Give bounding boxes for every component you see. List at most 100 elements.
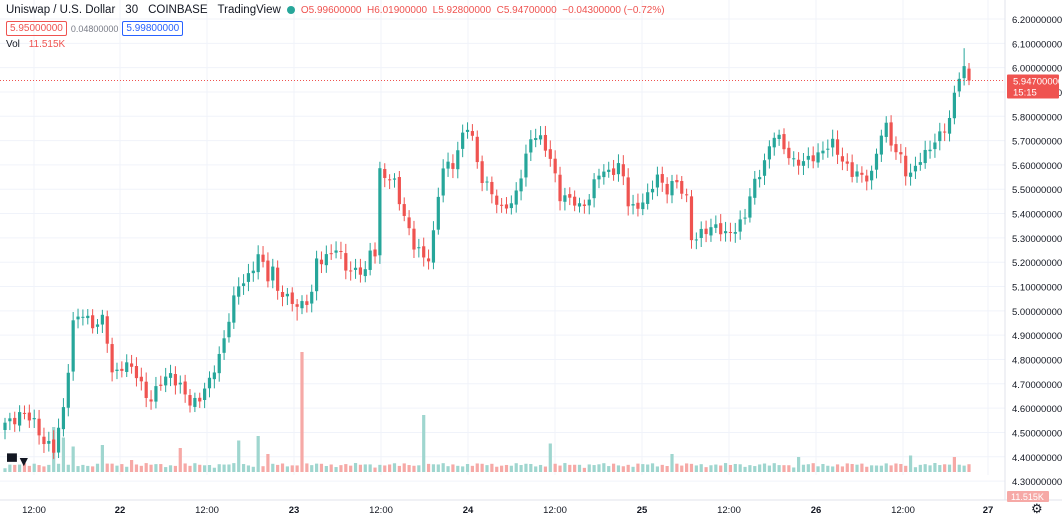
- candle-body: [37, 418, 41, 436]
- candle-body: [904, 155, 908, 177]
- volume-bar: [412, 465, 416, 472]
- volume-bar: [237, 440, 241, 472]
- candle-body: [694, 239, 698, 241]
- candle-body: [865, 175, 869, 182]
- volume-bar: [738, 464, 742, 472]
- y-tick-label: 5.10000000: [1012, 283, 1062, 294]
- candle-body: [212, 372, 216, 380]
- volume-bar: [203, 465, 207, 472]
- last-volume-tag: [1007, 491, 1049, 502]
- candle-body: [188, 395, 192, 406]
- open-value: O5.99600000: [300, 4, 362, 16]
- volume-bar: [553, 463, 557, 472]
- candle-body: [748, 196, 752, 218]
- candle-body: [957, 78, 961, 92]
- candle-body: [913, 165, 918, 172]
- volume-bar: [913, 467, 918, 472]
- candle-body: [646, 192, 650, 204]
- volume-bar: [709, 465, 713, 472]
- candle-body: [714, 224, 718, 228]
- candle-body: [582, 204, 586, 206]
- volume-bar: [694, 465, 698, 472]
- candle-body: [495, 195, 499, 205]
- interval-label[interactable]: 30: [125, 4, 139, 16]
- volume-bar: [66, 464, 70, 472]
- candle-body: [81, 316, 85, 318]
- candle-body: [339, 251, 343, 253]
- candle-body: [305, 301, 309, 305]
- candle-body: [120, 368, 124, 371]
- volume-bar: [563, 463, 567, 472]
- candle-body: [47, 440, 51, 444]
- y-tick-label: 4.60000000: [1012, 404, 1062, 415]
- volume-bar: [835, 464, 840, 472]
- volume-bar: [305, 463, 309, 472]
- volume-bar: [831, 466, 835, 472]
- volume-bar: [943, 464, 947, 472]
- candle-body: [485, 181, 489, 183]
- bid-price-box[interactable]: 5.95000000: [6, 21, 67, 36]
- symbol-title[interactable]: Uniswap / U.S. Dollar: [6, 4, 116, 16]
- volume-value: 11.515K: [28, 39, 66, 50]
- candle-body: [300, 301, 304, 309]
- volume-bar: [383, 465, 387, 472]
- candle-body: [203, 388, 207, 400]
- volume-bar: [777, 465, 781, 472]
- candle-body: [597, 175, 601, 180]
- candle-body: [650, 188, 655, 193]
- candle-body: [831, 138, 835, 148]
- volume-bar: [894, 463, 898, 472]
- candle-body: [417, 247, 421, 249]
- candle-body: [353, 267, 358, 270]
- candle-body: [558, 174, 562, 202]
- volume-bar: [86, 465, 90, 472]
- volume-bar: [344, 464, 348, 472]
- candle-body: [71, 320, 75, 372]
- candle-body: [918, 162, 922, 165]
- volume-bar: [626, 464, 630, 472]
- candle-body: [699, 228, 703, 238]
- close-value: C5.94700000: [496, 4, 557, 16]
- volume-bar: [358, 464, 363, 472]
- last-price-label: 5.94700000: [1013, 77, 1062, 88]
- volume-bar: [334, 467, 338, 472]
- candle-body: [232, 295, 236, 323]
- candle-body: [719, 223, 723, 235]
- gear-icon[interactable]: ⚙: [1031, 501, 1043, 516]
- candle-body: [8, 418, 12, 422]
- volume-bar: [850, 463, 854, 472]
- candle-body: [310, 291, 314, 304]
- volume-bar: [855, 464, 859, 472]
- candle-body: [845, 161, 849, 164]
- volume-bar: [251, 466, 255, 472]
- candle-body: [105, 316, 109, 344]
- candle-body: [368, 250, 372, 270]
- x-tick-label: 12:00: [22, 505, 46, 516]
- volume-bar: [22, 463, 27, 472]
- x-tick-label: 12:00: [195, 505, 219, 516]
- candle-body: [509, 203, 513, 209]
- candle-body: [100, 314, 104, 325]
- y-tick-label: 5.80000000: [1012, 112, 1062, 123]
- volume-bar: [134, 464, 139, 472]
- candle-body: [524, 153, 528, 178]
- candle-body: [577, 203, 582, 207]
- volume-bar: [714, 464, 718, 472]
- ask-price-box[interactable]: 5.99800000: [122, 21, 184, 36]
- volume-bar: [699, 464, 703, 472]
- volume-bar: [787, 465, 791, 472]
- volume-bar: [329, 464, 333, 472]
- volume-bar: [689, 463, 694, 472]
- volume-bar: [899, 463, 903, 472]
- volume-bar: [168, 465, 173, 472]
- volume-bar: [222, 464, 226, 472]
- candle-body: [56, 427, 61, 453]
- candle-body: [227, 321, 231, 338]
- tradingview-logo-icon[interactable]: ▀▼: [7, 453, 31, 469]
- candle-body: [568, 194, 572, 198]
- x-tick-label: 12:00: [543, 505, 567, 516]
- volume-bar: [339, 465, 343, 472]
- y-tick-label: 5.60000000: [1012, 161, 1062, 172]
- volume-label[interactable]: Vol: [6, 39, 20, 50]
